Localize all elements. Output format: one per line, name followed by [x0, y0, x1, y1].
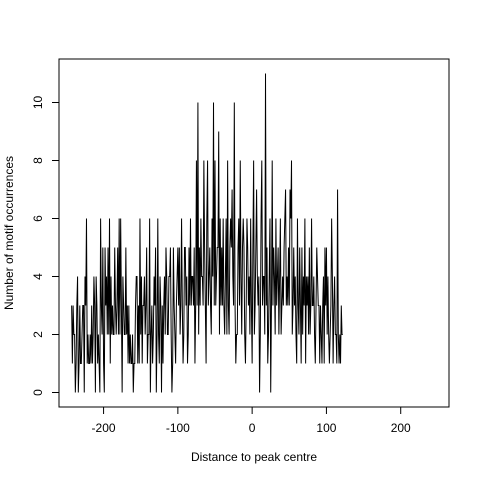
y-tick-label: 8: [31, 157, 45, 164]
y-tick-label: 2: [31, 331, 45, 338]
x-tick-label: 0: [249, 421, 256, 435]
x-tick-label: -100: [166, 421, 190, 435]
y-tick-label: 0: [31, 389, 45, 396]
x-tick-label: 200: [391, 421, 411, 435]
x-tick-label: -200: [92, 421, 116, 435]
y-axis: 0 2 4 6 8 10: [31, 96, 60, 396]
x-axis-title: Distance to peak centre: [191, 450, 317, 464]
series-line: [71, 73, 343, 393]
plot-area: [71, 73, 343, 393]
x-tick-label: 100: [316, 421, 336, 435]
y-axis-title: Number of motif occurrences: [2, 156, 16, 310]
x-axis: -200 -100 0 100 200: [92, 406, 411, 435]
y-tick-label: 6: [31, 215, 45, 222]
y-tick-label: 4: [31, 273, 45, 280]
y-tick-label: 10: [31, 96, 45, 110]
